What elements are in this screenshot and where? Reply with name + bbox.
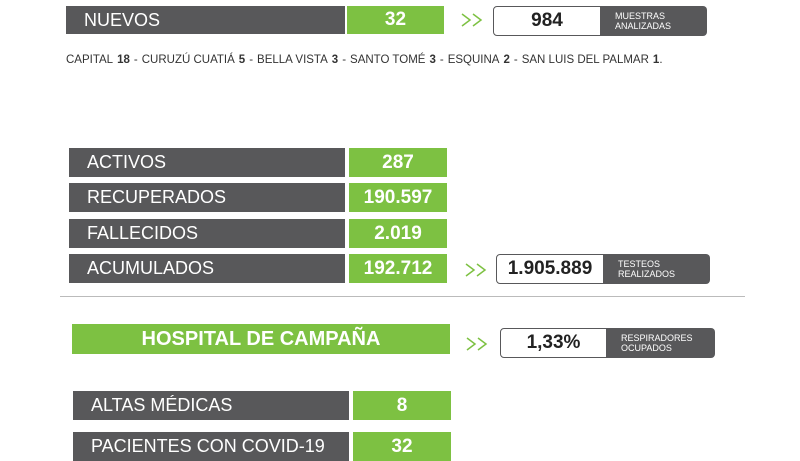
row-label: ALTAS MÉDICAS [73,391,349,420]
row-value: 287 [349,148,447,177]
chevrons [466,337,488,351]
row-value: 8 [353,391,451,420]
row-label: RECUPERADOS [69,183,345,212]
locality-name: CURUZÚ CUATIÁ [141,54,235,66]
samples-value: 984 [493,6,601,36]
locality-name: SANTO TOMÉ [350,54,426,66]
row-label: ACUMULADOS [69,254,345,283]
respirators-label: RESPIRADORES OCUPADOS [607,328,715,358]
value: 32 [347,6,444,34]
label: NUEVOS [66,6,345,34]
locality-name: BELLA VISTA [257,54,328,66]
chevrons [461,13,483,27]
row-value: 192.712 [349,254,447,283]
separator: - [133,54,138,66]
samples-label: MUESTRAS ANALIZADAS [601,6,707,36]
row-value: 190.597 [349,183,447,212]
locality-count: 5 [238,54,246,66]
row-label: PACIENTES CON COVID-19 [73,432,349,461]
locality-name: SAN LUIS DEL PALMAR [521,54,649,66]
row-value: 2.019 [349,219,447,248]
tests-label: TESTEOS REALIZADOS [604,254,710,284]
chevrons [465,263,487,277]
divider [60,296,745,297]
terminator: . [659,54,663,66]
locality-count: 18 [117,54,130,66]
row-value: 32 [353,432,451,461]
locality-name: ESQUINA [447,54,500,66]
locality-count: 3 [331,54,339,66]
separator: - [342,54,347,66]
localities: CAPITAL 18- CURUZÚ CUATIÁ 5- BELLA VISTA 3- SA… [66,54,663,66]
respirators-value: 1,33% [500,328,607,358]
locality-count: 3 [429,54,436,66]
row-label: FALLECIDOS [69,219,345,248]
separator: - [249,54,254,66]
locality-name: CAPITAL [66,54,114,66]
row-label: ACTIVOS [69,148,345,177]
locality-count: 2 [503,54,510,66]
separator: - [439,54,444,66]
separator: - [513,54,518,66]
tests-value: 1.905.889 [496,254,604,284]
hospital-title: HOSPITAL DE CAMPAÑA [72,324,450,354]
locality-count: 1 [652,54,660,66]
page: NUEVOS 32 984 MUESTRAS ANALIZADAS CAPITA… [60,6,745,461]
